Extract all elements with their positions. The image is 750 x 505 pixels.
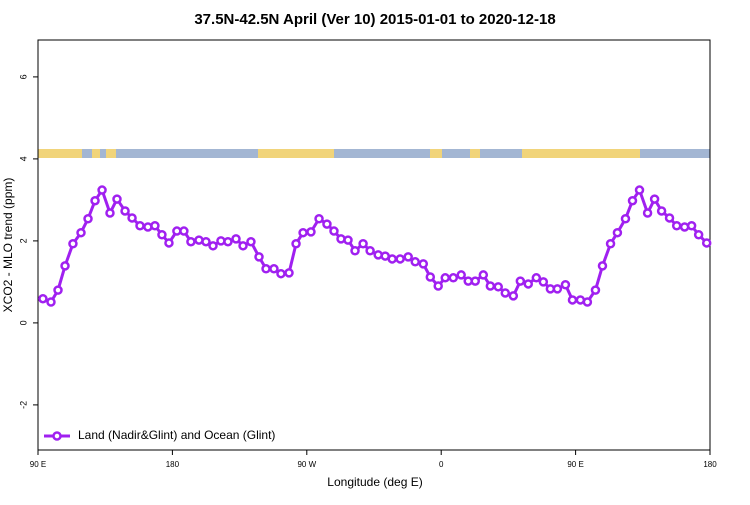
data-point — [164, 238, 174, 248]
data-point — [701, 238, 712, 248]
data-point — [560, 280, 571, 290]
data-point — [112, 194, 122, 204]
data-point — [552, 284, 563, 294]
data-point — [478, 270, 489, 280]
data-point — [223, 236, 233, 247]
data-point — [46, 297, 56, 307]
x-tick-label: 90 E — [567, 460, 583, 469]
data-point — [298, 227, 308, 238]
data-point — [179, 226, 189, 236]
x-tick-label: 180 — [703, 460, 717, 469]
data-point — [433, 281, 443, 291]
data-point — [365, 245, 375, 256]
data-point — [83, 214, 93, 224]
data-point — [523, 279, 534, 289]
data-point — [531, 273, 542, 283]
data-point — [395, 254, 405, 264]
data-point — [515, 276, 526, 286]
data-point — [284, 268, 294, 278]
land-ocean-strip — [38, 149, 710, 158]
data-point — [120, 206, 130, 216]
data-point — [246, 236, 256, 247]
data-point — [649, 194, 660, 204]
data-point — [358, 239, 368, 249]
data-point — [567, 295, 578, 305]
data-point — [208, 241, 218, 251]
data-point — [485, 281, 496, 291]
data-point — [448, 273, 459, 283]
data-point — [231, 234, 241, 244]
data-point — [90, 195, 100, 206]
data-point — [456, 270, 466, 280]
data-point — [664, 213, 675, 223]
data-point — [500, 288, 511, 298]
data-point — [350, 245, 360, 256]
data-point — [440, 273, 450, 283]
data-point — [261, 264, 271, 274]
x-tick-label: 90 W — [297, 460, 316, 469]
data-point — [597, 261, 608, 271]
data-point — [60, 261, 70, 271]
data-point — [642, 208, 653, 218]
y-tick-label: 2 — [18, 238, 28, 243]
data-point — [671, 220, 682, 231]
x-tick-label: 90 E — [30, 460, 46, 469]
data-point — [291, 239, 301, 249]
data-point — [53, 285, 63, 295]
legend-label: Land (Nadir&Glint) and Ocean (Glint) — [78, 428, 275, 442]
data-point — [157, 230, 167, 240]
x-tick-label: 0 — [439, 460, 444, 469]
data-point — [306, 227, 316, 237]
data-point — [612, 227, 623, 238]
y-tick-label: 0 — [18, 320, 28, 325]
data-point — [254, 252, 264, 262]
data-point — [508, 291, 519, 301]
data-point — [105, 208, 115, 218]
chart-title: 37.5N-42.5N April (Ver 10) 2015-01-01 to… — [194, 11, 555, 28]
x-axis-label: Longitude (deg E) — [327, 475, 422, 489]
data-point — [470, 276, 480, 286]
data-point — [620, 214, 631, 224]
data-point — [425, 272, 436, 282]
y-axis-label: XCO2 - MLO trend (ppm) — [1, 178, 15, 313]
data-point — [582, 297, 593, 307]
data-point — [343, 235, 353, 245]
data-point — [605, 239, 616, 249]
legend-marker — [52, 431, 62, 441]
data-point — [276, 268, 286, 279]
data-point — [329, 226, 339, 236]
data-point — [387, 254, 397, 264]
data-point — [269, 264, 279, 274]
data-point — [76, 227, 86, 238]
data-point — [38, 293, 48, 304]
data-point — [538, 277, 549, 287]
y-tick-label: 4 — [18, 156, 28, 161]
data-point — [322, 219, 332, 229]
data-point — [135, 220, 145, 231]
data-point — [493, 282, 503, 292]
y-tick-label: 6 — [18, 74, 28, 79]
data-point — [186, 236, 196, 247]
x-tick-label: 180 — [166, 460, 180, 469]
data-point — [97, 185, 107, 195]
data-point — [418, 259, 429, 269]
data-point — [590, 285, 601, 295]
data-point — [314, 214, 324, 224]
data-point — [127, 213, 137, 223]
y-tick-label: -2 — [18, 401, 28, 409]
data-point — [68, 239, 78, 249]
data-point — [201, 236, 211, 247]
data-point — [686, 220, 697, 231]
data-point — [403, 252, 413, 262]
data-point — [656, 206, 667, 216]
data-point — [410, 257, 420, 267]
data-point — [627, 195, 638, 206]
data-point — [634, 185, 645, 195]
data-point — [693, 230, 704, 240]
data-point — [150, 220, 160, 231]
data-point — [238, 241, 248, 251]
